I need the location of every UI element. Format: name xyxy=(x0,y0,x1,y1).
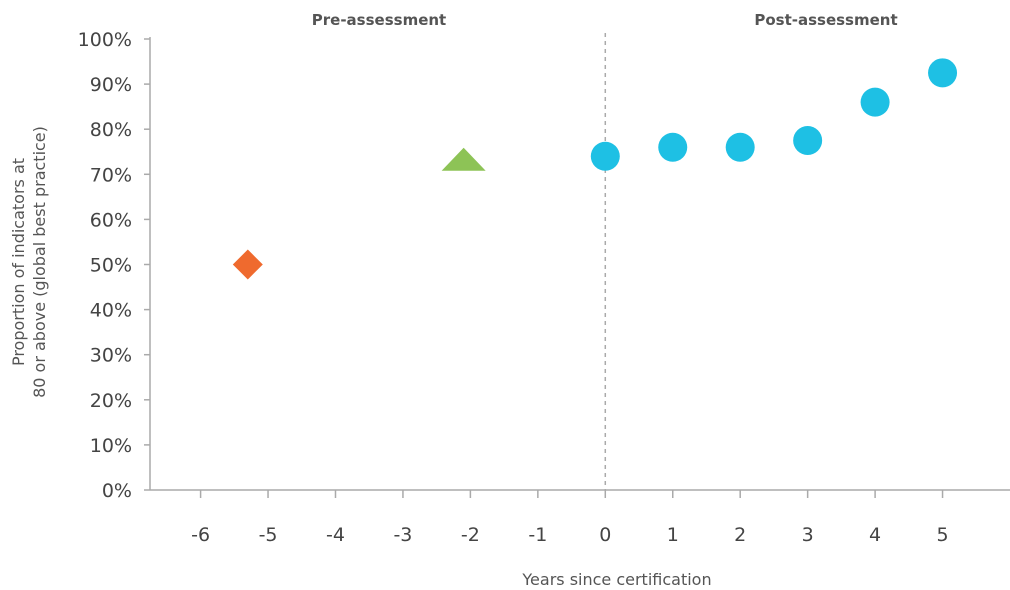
y-ticks: 0% 10% 20% 30% 40% 50% 60% 70% 80% 90% 100% xyxy=(78,29,150,502)
y-axis-title-line-1: Proportion of indicators at xyxy=(9,158,28,366)
data-point-triangle xyxy=(441,147,486,171)
pre-assessment-label: Pre-assessment xyxy=(312,11,446,29)
data-point-circle xyxy=(725,132,755,162)
x-tick-label: -2 xyxy=(461,524,480,546)
y-tick-label: 40% xyxy=(90,300,132,322)
x-tick-label: 2 xyxy=(734,524,746,546)
x-tick-label: 4 xyxy=(869,524,881,546)
x-tick-label: -1 xyxy=(528,524,547,546)
y-tick-label: 80% xyxy=(90,119,132,141)
y-tick-label: 60% xyxy=(90,209,132,231)
y-tick-label: 30% xyxy=(90,345,132,367)
y-tick-label: 90% xyxy=(90,74,132,96)
y-axis-title-line-2: 80 or above (global best practice) xyxy=(30,126,49,398)
axes xyxy=(149,33,1010,491)
y-tick-label: 0% xyxy=(102,480,132,502)
y-tick-label: 10% xyxy=(90,435,132,457)
x-tick-label: 5 xyxy=(937,524,949,546)
data-point-circle xyxy=(658,132,688,162)
post-assessment-label: Post-assessment xyxy=(754,11,897,29)
x-tick-label: -5 xyxy=(259,524,278,546)
x-axis-title: Years since certification xyxy=(521,570,711,589)
data-point-circle xyxy=(793,125,823,155)
x-tick-label: -6 xyxy=(191,524,210,546)
data-point-circle xyxy=(928,58,958,88)
y-tick-label: 100% xyxy=(78,29,132,51)
x-tick-label: 0 xyxy=(599,524,611,546)
x-tick-label: -3 xyxy=(393,524,412,546)
y-tick-label: 20% xyxy=(90,390,132,412)
y-tick-label: 50% xyxy=(90,255,132,277)
data-point-diamond xyxy=(232,249,263,280)
x-tick-label: 3 xyxy=(802,524,814,546)
x-ticks: -6 -5 -4 -3 -2 -1 0 1 2 3 4 5 xyxy=(191,490,949,546)
y-tick-label: 70% xyxy=(90,164,132,186)
data-point-circle xyxy=(860,87,890,117)
x-tick-label: -4 xyxy=(326,524,345,546)
data-point-circle xyxy=(590,141,620,171)
x-tick-label: 1 xyxy=(667,524,679,546)
data-points xyxy=(232,58,958,280)
